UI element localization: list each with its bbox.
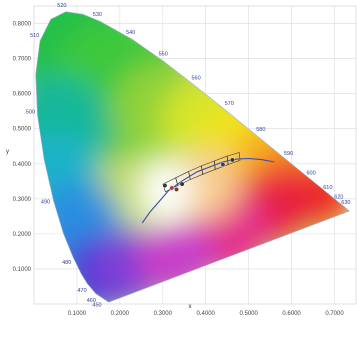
wavelength-label: 570 [225,101,234,107]
wavelength-label: 560 [192,75,201,81]
x-tick-label: 0.2000 [111,311,130,317]
wavelength-label: 460 [87,298,96,304]
spectral-locus-outline [35,11,350,303]
x-tick-label: 0.5000 [239,311,258,317]
wavelength-label: 600 [307,171,316,177]
x-axis-ticks: 0.1000 0.2000 0.3000 0.4000 0.5000 0.6000 0.70… [68,311,345,317]
wavelength-label: 540 [126,30,135,36]
wavelength-label: 620 [334,194,343,200]
y-tick-label: 0.6000 [13,92,32,98]
ansi-quadrangles [162,152,241,193]
x-tick-label: 0.6000 [282,311,301,317]
wavelength-label: 520 [57,3,66,9]
measurement-point [162,183,168,188]
wavelength-label: 530 [93,12,102,18]
wavelength-label: 630 [341,200,350,206]
measurement-point [169,185,175,191]
wavelength-label: 480 [62,260,71,266]
y-tick-label: 0.5000 [13,127,32,133]
gamut-white-core [136,166,173,211]
y-tick-label: 0.2000 [13,232,32,238]
wavelength-label: 450 [92,303,101,309]
x-tick-label: 0.1000 [68,311,87,317]
wavelength-label: 490 [41,199,50,205]
measurement-point [179,181,185,187]
wavelength-label: 580 [256,127,265,133]
x-tick-label: 0.3000 [154,311,173,317]
wavelength-label: 470 [78,288,87,294]
wavelength-label: 590 [284,151,293,157]
measurement-point [229,157,235,163]
wavelength-label: 550 [159,51,168,57]
y-tick-label: 0.7000 [13,57,32,63]
x-tick-label: 0.4000 [197,311,216,317]
y-tick-label: 0.1000 [13,267,32,273]
x-axis-label: x [189,304,192,310]
wavelength-label: 610 [323,185,332,191]
y-axis-label: y [6,149,9,155]
wavelength-label: 500 [26,109,35,115]
measurement-point [174,186,179,192]
x-tick-label: 0.7000 [325,311,344,317]
measurement-point [220,162,226,167]
planckian-locus [141,157,275,224]
y-tick-label: 0.8000 [13,22,32,28]
quadrangle [226,152,241,165]
wavelength-label: 510 [30,33,39,39]
y-axis-ticks: 0.1000 0.2000 0.3000 0.4000 0.5000 0.6000 0.70… [13,22,32,273]
y-tick-label: 0.3000 [13,197,32,203]
y-tick-label: 0.4000 [13,162,32,168]
measurement-points [162,157,235,192]
